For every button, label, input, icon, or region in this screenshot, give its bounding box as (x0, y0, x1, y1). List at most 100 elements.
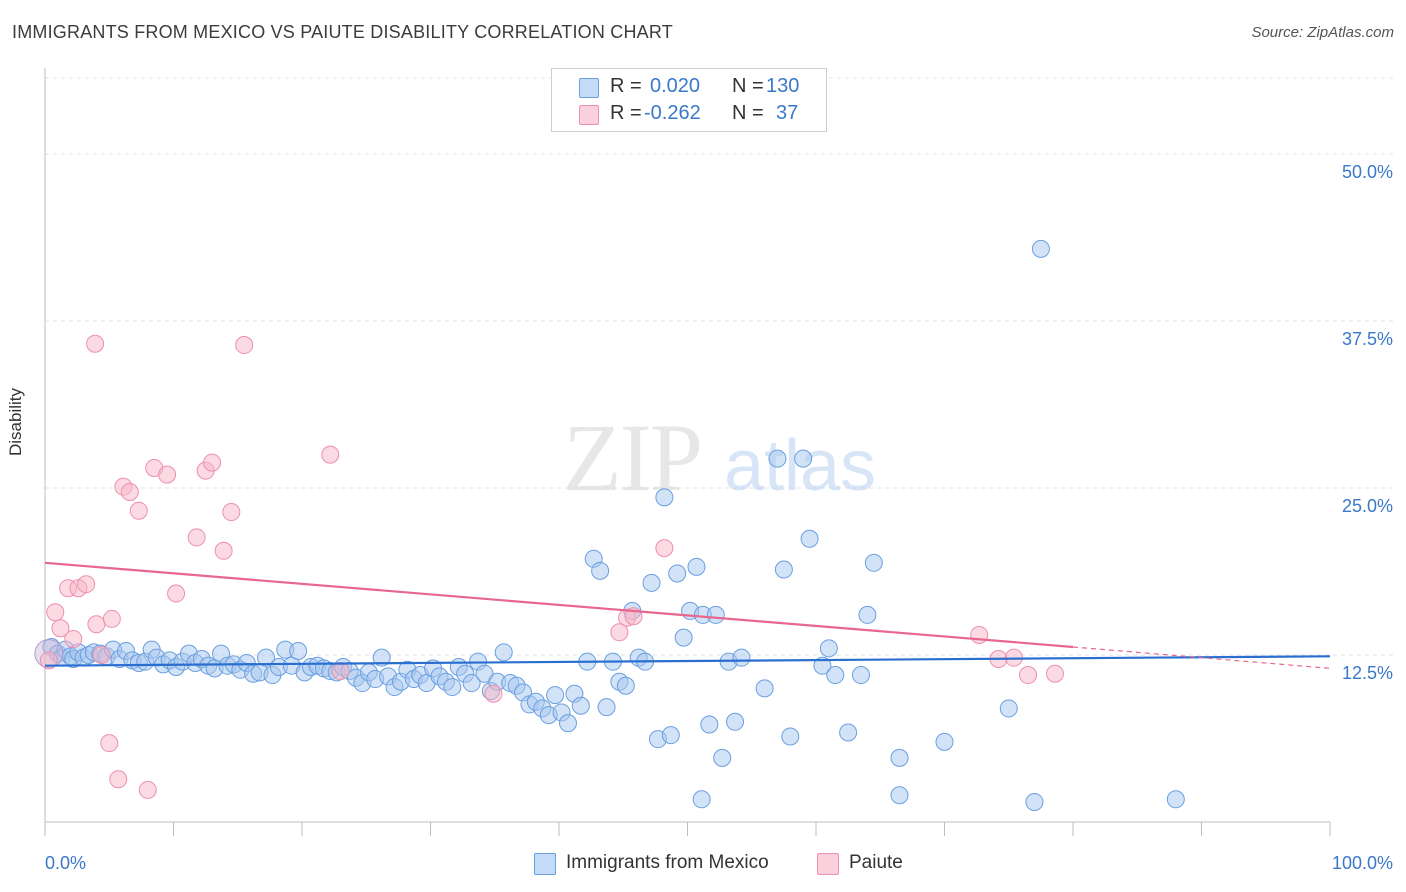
data-point-paiute (100, 734, 119, 753)
data-point-mexico (774, 560, 793, 579)
chart-title: IMMIGRANTS FROM MEXICO VS PAIUTE DISABIL… (12, 22, 673, 42)
data-point-mexico (1166, 790, 1185, 809)
data-point-mexico (890, 786, 909, 805)
legend-row-mexico: R = 0.020 N = 130 (552, 74, 826, 100)
trend-line-mexico (44, 655, 1331, 667)
data-point-paiute (46, 603, 65, 622)
x-tick-labels: 0.0% 100.0% (45, 853, 1393, 873)
legend-n-value: 37 (776, 102, 799, 124)
data-point-paiute (331, 662, 350, 681)
legend-r-label: R = (610, 75, 642, 97)
data-point-paiute (109, 770, 128, 789)
x-tick-label: 0.0% (45, 853, 86, 873)
y-tick-labels: 12.5% 25.0% 37.5% 50.0% (1342, 162, 1393, 683)
y-axis-label: Disability (6, 387, 25, 456)
data-point-mexico (475, 664, 494, 683)
data-point-mexico (813, 656, 832, 675)
data-point-paiute (484, 684, 503, 703)
trend-line-paiute (44, 561, 1074, 649)
y-tick-label: 37.5% (1342, 329, 1393, 349)
data-point-mexico (1025, 792, 1044, 811)
data-point-paiute (321, 445, 340, 464)
legend-row-paiute: R = -0.262 N = 37 (552, 101, 826, 127)
legend-n-label: N = (732, 75, 764, 97)
data-point-mexico (692, 790, 711, 809)
data-point-paiute (87, 615, 106, 634)
data-point-mexico (800, 529, 819, 548)
data-point-mexico (674, 628, 693, 647)
data-point-mexico (858, 605, 877, 624)
bottom-legend-label-paiute: Paiute (849, 852, 903, 873)
data-point-paiute (77, 575, 96, 594)
data-point-mexico (571, 696, 590, 715)
grid-lines (45, 77, 1395, 656)
data-point-mexico (706, 605, 725, 624)
data-point-paiute (187, 528, 206, 547)
data-point-mexico (794, 449, 813, 468)
data-point-paiute (214, 541, 233, 560)
legend-swatch-blue (579, 78, 599, 98)
data-point-mexico (661, 726, 680, 745)
data-point-paiute (120, 483, 139, 502)
data-point-paiute (102, 609, 121, 628)
data-point-paiute (970, 625, 989, 644)
bottom-legend-swatch-pink (817, 853, 839, 875)
data-point-paiute (138, 780, 157, 799)
data-point-mexico (839, 723, 858, 742)
data-point-mexico (781, 727, 800, 746)
legend-n-value: 130 (766, 75, 800, 97)
data-point-mexico (864, 553, 883, 572)
data-point-mexico (494, 643, 513, 662)
data-point-mexico (726, 712, 745, 731)
legend-r-value: 0.020 (650, 75, 701, 97)
data-point-mexico (372, 648, 391, 667)
data-point-paiute (222, 503, 241, 522)
data-point-mexico (668, 564, 687, 583)
data-point-mexico (597, 698, 616, 717)
data-point-paiute (610, 623, 629, 642)
data-point-mexico (826, 666, 845, 685)
data-point-mexico (546, 686, 565, 705)
y-tick-label: 50.0% (1342, 162, 1393, 182)
data-point-paiute (158, 465, 177, 484)
data-point-paiute (92, 646, 111, 664)
data-point-paiute (64, 629, 83, 648)
data-point-paiute (86, 334, 105, 353)
legend-r-value: -0.262 (644, 102, 701, 124)
data-point-paiute (1019, 666, 1038, 685)
y-tick-label: 25.0% (1342, 496, 1393, 516)
data-point-mexico (768, 449, 787, 468)
data-point-mexico (257, 648, 276, 667)
series-immigrants-from-mexico (34, 239, 1185, 811)
trend-lines (44, 561, 1331, 669)
data-point-mexico (443, 678, 462, 697)
legend-r-label: R = (610, 102, 642, 124)
watermark-zip: ZIP (563, 404, 701, 511)
data-point-mexico (289, 641, 308, 660)
data-point-mexico (591, 561, 610, 580)
data-point-mexico (713, 748, 732, 767)
data-point-mexico (819, 639, 838, 658)
data-point-paiute (235, 336, 254, 355)
data-point-paiute (655, 539, 674, 558)
bottom-legend-label-mexico: Immigrants from Mexico (566, 852, 769, 873)
data-point-mexico (462, 674, 481, 693)
data-point-paiute (51, 619, 70, 638)
data-point-paiute (167, 584, 186, 603)
data-point-paiute (203, 453, 222, 472)
data-point-mexico (890, 748, 909, 767)
data-point-mexico (935, 732, 954, 751)
data-point-mexico (655, 488, 674, 507)
watermark: ZIP atlas (563, 404, 876, 511)
data-point-mexico (558, 714, 577, 733)
axes (44, 68, 1331, 836)
data-point-mexico (687, 557, 706, 576)
x-tick-label: 100.0% (1332, 853, 1393, 873)
data-point-paiute (129, 501, 148, 520)
bottom-legend-swatch-blue (534, 853, 556, 875)
data-point-mexico (999, 699, 1018, 718)
legend-n-label: N = (732, 102, 764, 124)
series-paiute (39, 334, 1065, 799)
data-point-paiute (1046, 664, 1065, 683)
